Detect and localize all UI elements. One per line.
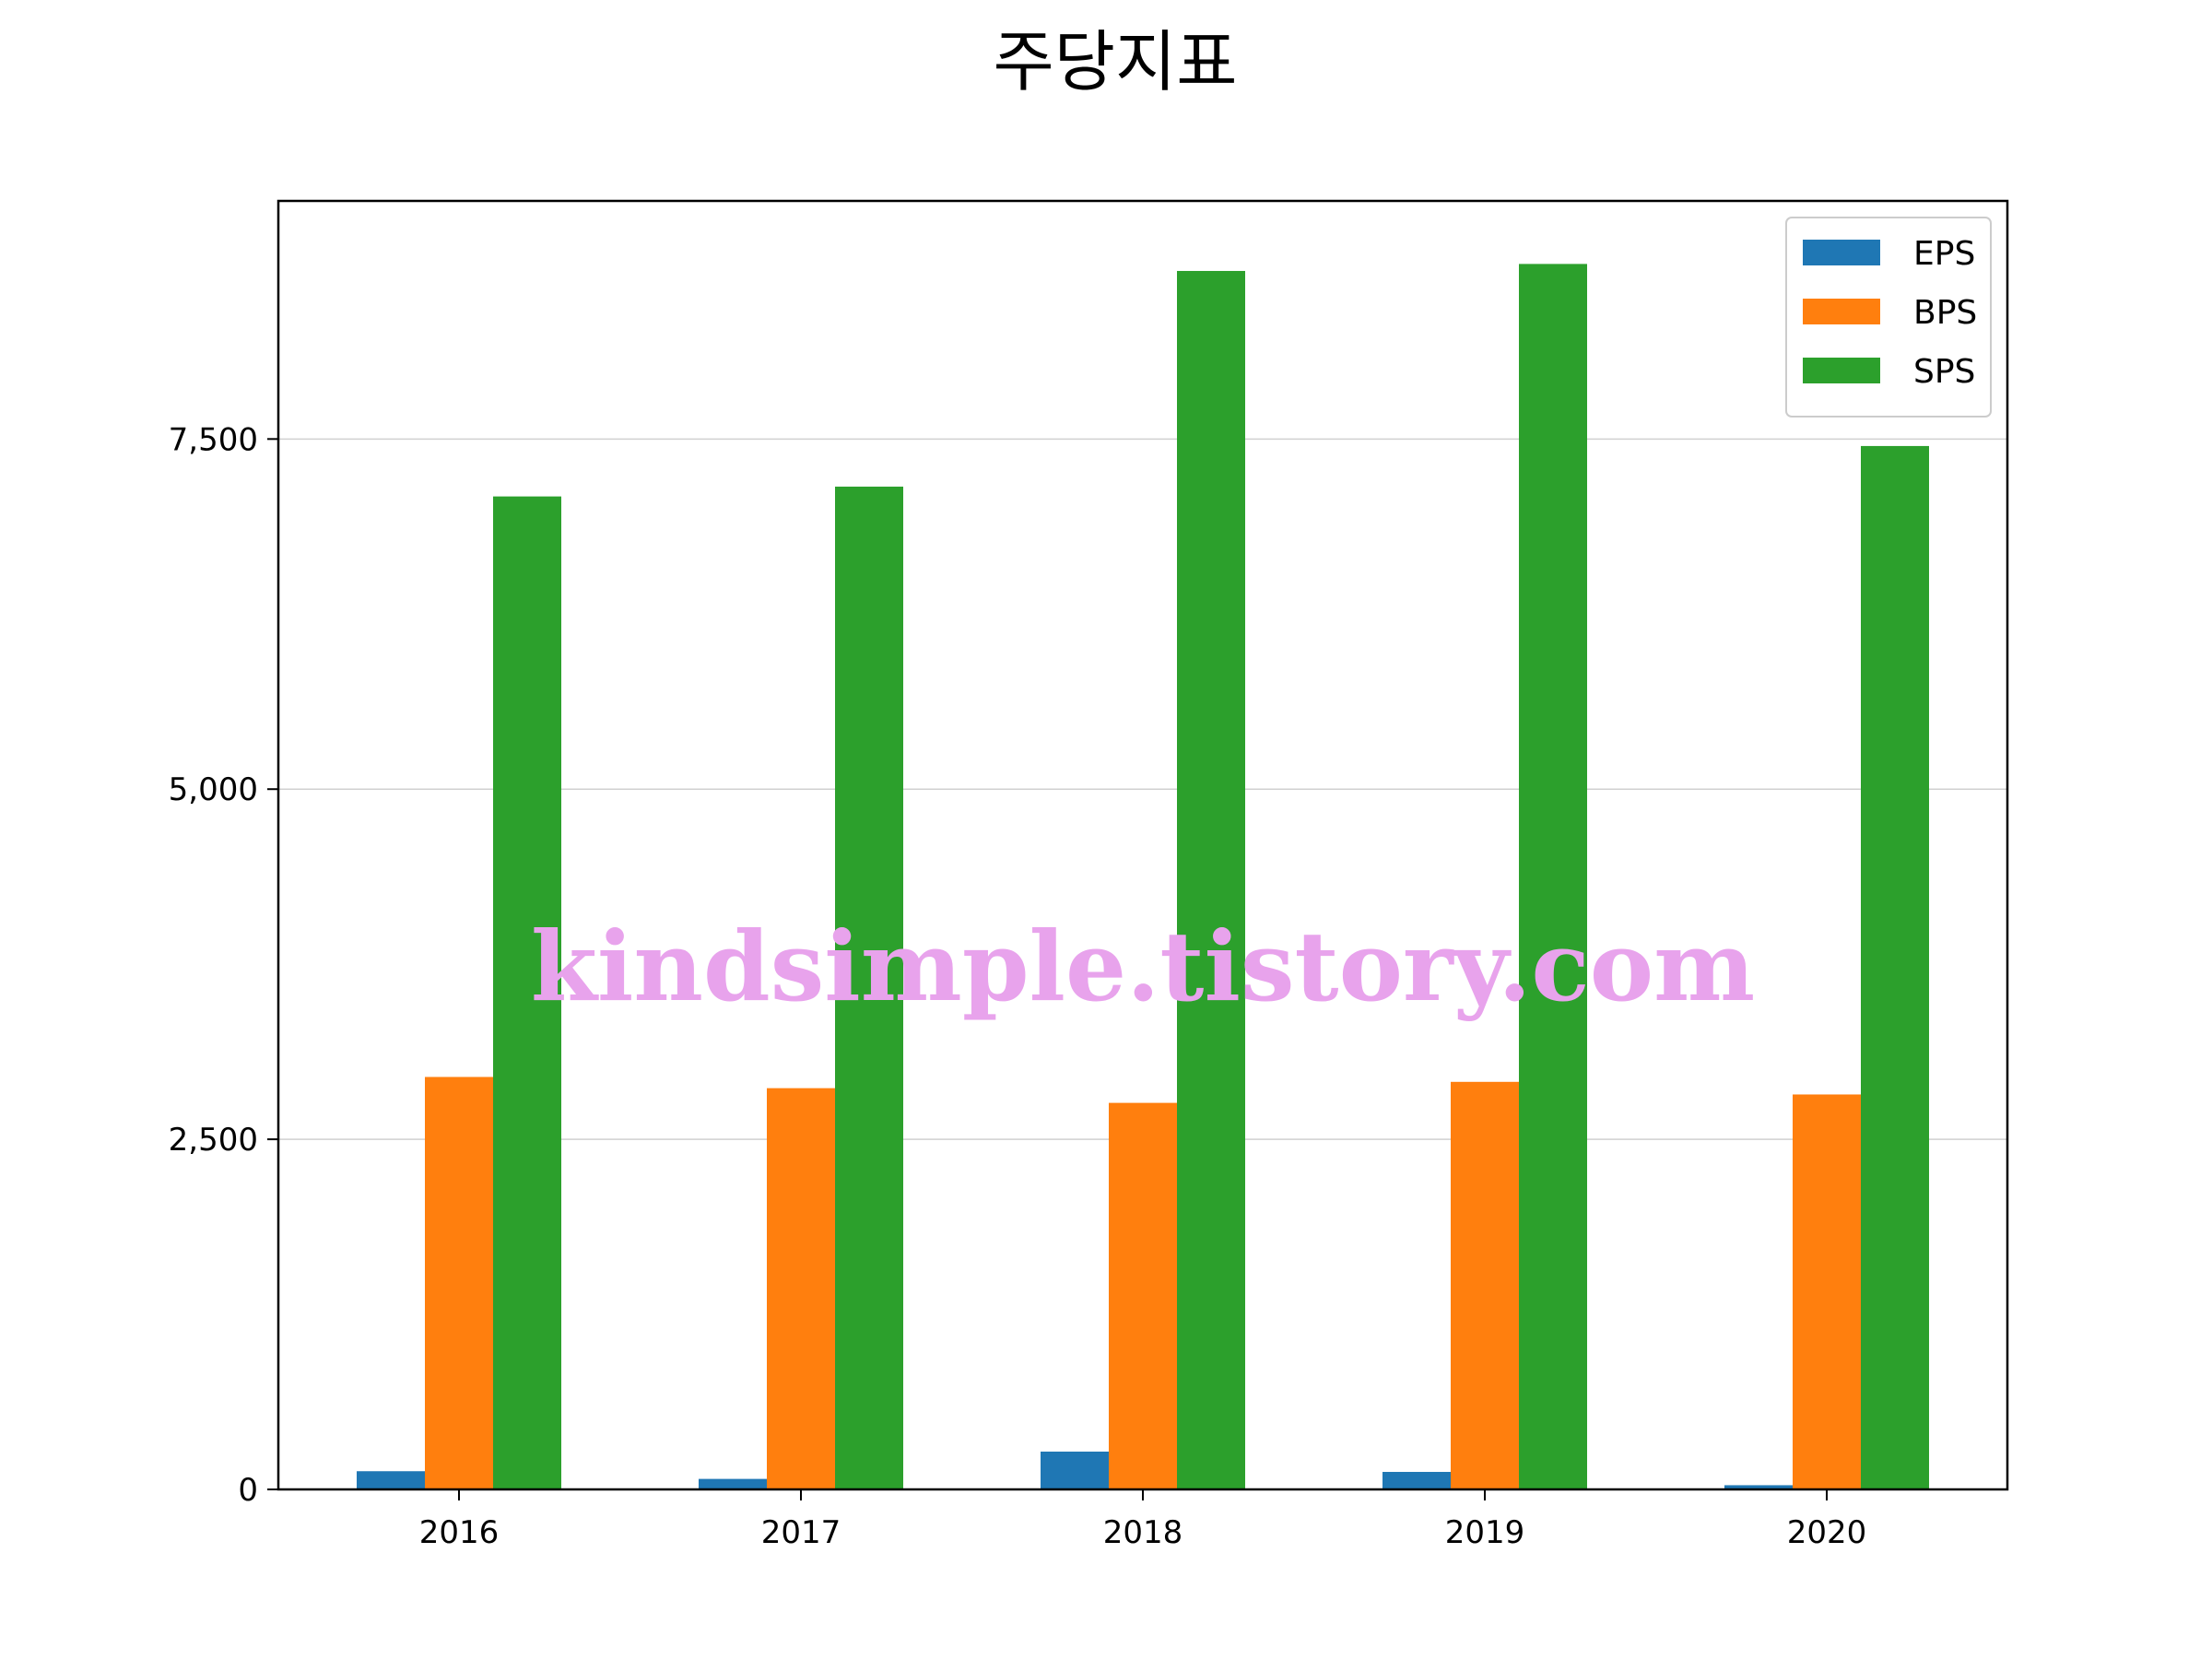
bar-bps-2019 bbox=[1451, 1081, 1519, 1489]
bar-bps-2016 bbox=[425, 1077, 493, 1489]
x-tick-label: 2020 bbox=[1787, 1514, 1867, 1551]
bar-sps-2020 bbox=[1861, 445, 1929, 1489]
x-tick-label: 2019 bbox=[1445, 1514, 1525, 1551]
bar-eps-2019 bbox=[1382, 1472, 1451, 1489]
legend-label-sps: SPS bbox=[1913, 353, 1975, 391]
chart-title: 주당지표 bbox=[994, 23, 1238, 100]
bar-sps-2019 bbox=[1519, 264, 1587, 1490]
y-tick-label: 5,000 bbox=[169, 771, 258, 808]
bar-sps-2017 bbox=[835, 486, 903, 1489]
legend-label-eps: EPS bbox=[1913, 235, 1975, 273]
bar-bps-2018 bbox=[1109, 1102, 1177, 1489]
watermark-text: kindsimple.tistory.com bbox=[531, 910, 1755, 1023]
bar-bps-2020 bbox=[1793, 1094, 1861, 1489]
x-tick-label: 2018 bbox=[1103, 1514, 1183, 1551]
bar-sps-2016 bbox=[493, 496, 561, 1490]
legend-swatch-bps bbox=[1803, 299, 1880, 324]
bars bbox=[357, 264, 1929, 1490]
y-tick-label: 0 bbox=[238, 1472, 258, 1509]
bar-sps-2018 bbox=[1177, 270, 1245, 1489]
legend: EPS BPS SPS bbox=[1785, 217, 1992, 418]
y-tick-label: 7,500 bbox=[169, 421, 258, 458]
x-tick-label: 2016 bbox=[419, 1514, 500, 1551]
bar-bps-2017 bbox=[767, 1088, 835, 1489]
bar-eps-2018 bbox=[1041, 1451, 1109, 1489]
legend-label-bps: BPS bbox=[1913, 294, 1977, 332]
bar-eps-2017 bbox=[699, 1478, 767, 1489]
legend-swatch-eps bbox=[1803, 240, 1880, 265]
axes: 0 2,500 5,000 7,500 2016 2017 2018 2019 2020 bbox=[169, 199, 2009, 1551]
y-tick-label: 2,500 bbox=[169, 1122, 258, 1159]
x-tick-label: 2017 bbox=[761, 1514, 841, 1551]
bar-eps-2016 bbox=[357, 1471, 425, 1489]
bar-eps-2020 bbox=[1724, 1485, 1793, 1489]
legend-swatch-sps bbox=[1803, 358, 1880, 383]
